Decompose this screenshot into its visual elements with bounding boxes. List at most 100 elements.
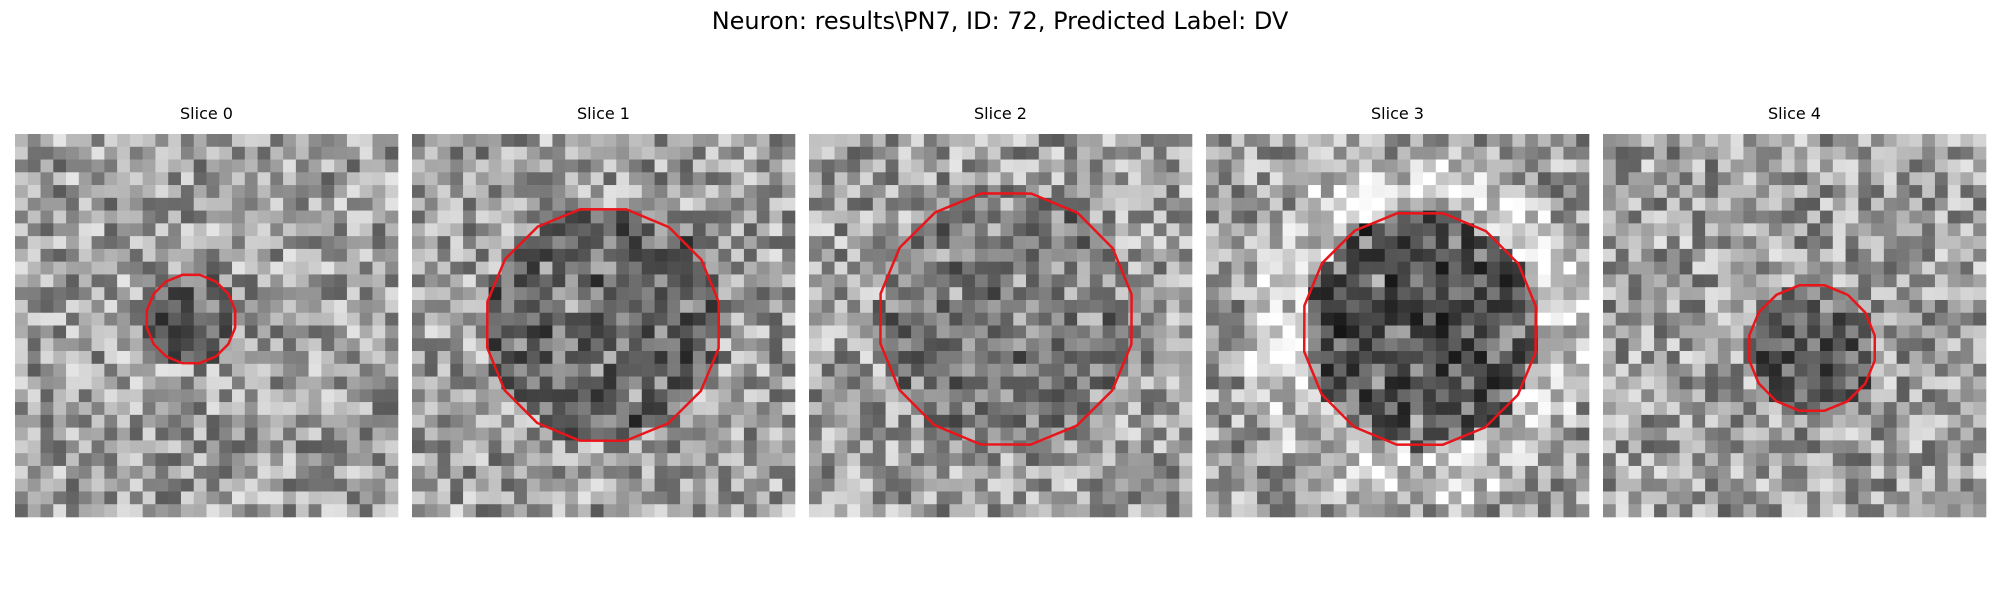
pixel xyxy=(1410,478,1424,492)
pixel xyxy=(1705,312,1719,326)
pixel xyxy=(206,236,220,250)
pixel xyxy=(654,146,668,160)
pixel xyxy=(743,197,757,211)
pixel xyxy=(1666,389,1680,403)
pixel xyxy=(1269,491,1283,505)
pixel xyxy=(1896,453,1910,467)
pixel xyxy=(1679,223,1693,237)
pixel xyxy=(782,287,796,301)
pixel xyxy=(1448,134,1462,148)
pixel xyxy=(1973,376,1987,390)
pixel xyxy=(1064,172,1078,186)
pixel xyxy=(565,146,579,160)
pixel xyxy=(372,299,386,314)
pixel xyxy=(1461,223,1475,237)
pixel xyxy=(1883,312,1897,326)
pixel xyxy=(321,223,335,237)
pixel xyxy=(283,287,297,301)
pixel xyxy=(769,287,783,301)
pixel xyxy=(385,504,399,518)
pixel xyxy=(1013,261,1027,275)
pixel xyxy=(1435,427,1449,441)
pixel xyxy=(91,236,105,250)
pixel xyxy=(565,440,579,454)
pixel xyxy=(1641,236,1655,250)
pixel xyxy=(1423,261,1437,275)
pixel xyxy=(78,261,92,275)
pixel xyxy=(1295,440,1309,454)
pixel xyxy=(450,414,464,428)
pixel xyxy=(1218,210,1232,224)
pixel xyxy=(1820,414,1834,428)
pixel xyxy=(565,185,579,199)
pixel xyxy=(359,287,373,301)
pixel xyxy=(437,427,451,441)
pixel xyxy=(782,491,796,505)
pixel xyxy=(1486,312,1500,326)
pixel xyxy=(1346,197,1360,211)
pixel xyxy=(1320,402,1334,416)
pixel xyxy=(1883,338,1897,352)
pixel xyxy=(1448,185,1462,199)
pixel xyxy=(283,389,297,403)
pixel xyxy=(346,325,360,339)
pixel xyxy=(1166,402,1180,416)
pixel xyxy=(1089,351,1103,365)
pixel xyxy=(1768,274,1783,288)
pixel xyxy=(321,465,335,479)
pixel xyxy=(91,427,105,441)
pixel xyxy=(1499,325,1513,339)
pixel xyxy=(372,351,386,365)
pixel xyxy=(1051,210,1065,224)
pixel xyxy=(1641,261,1655,275)
pixel xyxy=(1257,402,1271,416)
pixel xyxy=(1064,363,1078,377)
pixel xyxy=(1807,453,1821,467)
pixel xyxy=(1359,402,1373,416)
pixel xyxy=(552,414,566,428)
pixel xyxy=(705,236,719,250)
pixel xyxy=(1140,299,1154,314)
pixel xyxy=(872,134,886,148)
pixel xyxy=(1231,351,1245,365)
pixel xyxy=(1973,465,1987,479)
pixel xyxy=(1218,248,1232,262)
pixel xyxy=(1206,248,1220,262)
pixel xyxy=(308,427,322,441)
pixel xyxy=(847,478,861,492)
pixel xyxy=(1896,402,1910,416)
pixel xyxy=(552,351,566,365)
pixel xyxy=(860,325,874,339)
pixel xyxy=(463,325,477,339)
pixel xyxy=(155,465,169,479)
pixel xyxy=(206,465,220,479)
pixel xyxy=(1717,159,1731,173)
pixel xyxy=(168,197,182,211)
pixel xyxy=(1461,402,1475,416)
pixel xyxy=(1359,351,1373,365)
pixel xyxy=(359,197,373,211)
pixel xyxy=(155,197,169,211)
pixel xyxy=(1628,236,1642,250)
pixel xyxy=(295,185,309,199)
pixel xyxy=(1320,287,1334,301)
pixel xyxy=(1206,376,1220,390)
pixel xyxy=(1499,312,1513,326)
pixel xyxy=(962,338,976,352)
pixel xyxy=(898,453,912,467)
pixel xyxy=(1166,134,1180,148)
pixel xyxy=(962,312,976,326)
pixel xyxy=(1179,134,1193,148)
pixel xyxy=(1807,402,1821,416)
pixel xyxy=(743,274,757,288)
pixel xyxy=(1218,197,1232,211)
pixel xyxy=(821,440,835,454)
pixel xyxy=(923,172,937,186)
pixel xyxy=(692,312,706,326)
pixel xyxy=(1486,172,1500,186)
pixel xyxy=(1705,440,1719,454)
pixel xyxy=(1654,351,1668,365)
pixel xyxy=(809,325,823,339)
slice-image xyxy=(809,134,1193,518)
pixel xyxy=(782,427,796,441)
